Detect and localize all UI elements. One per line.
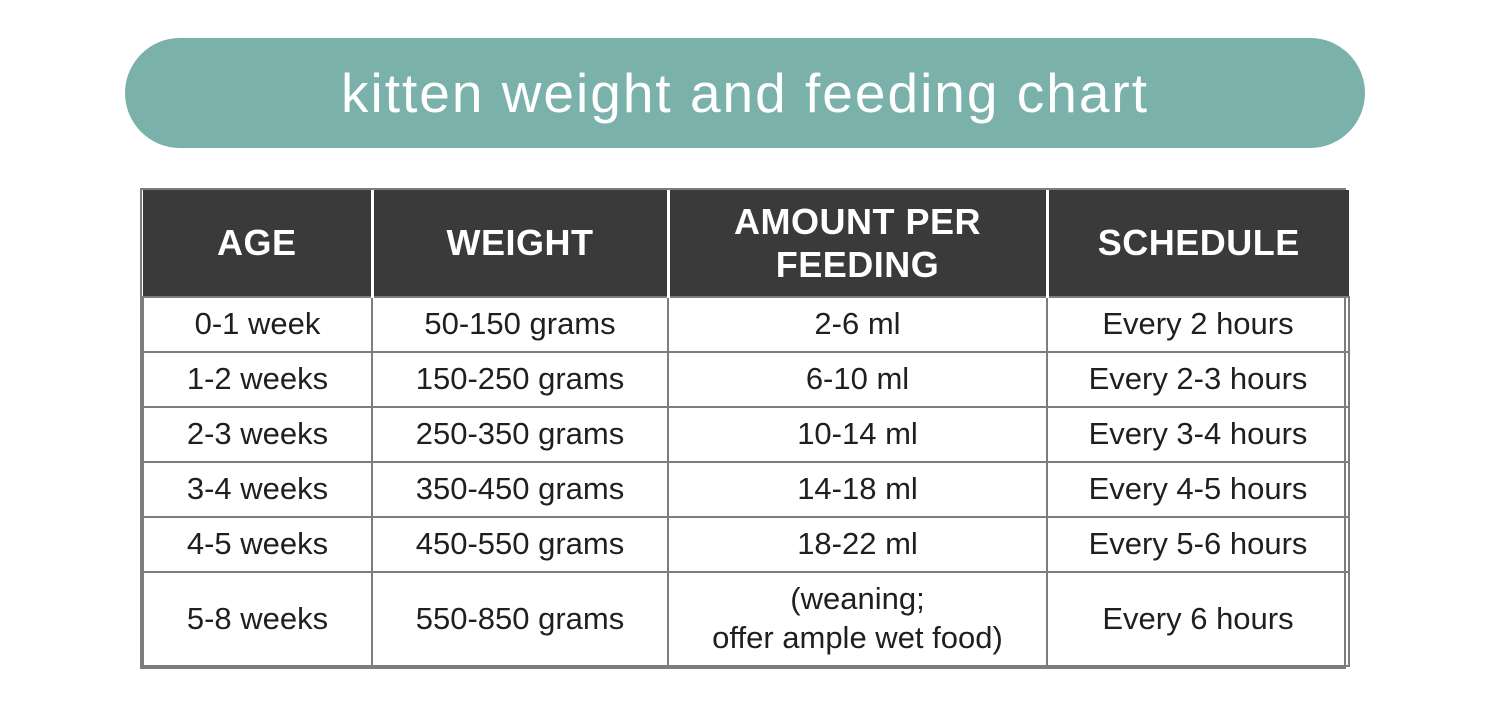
- header-cell-amount-per-feeding: AMOUNT PER FEEDING: [666, 190, 1047, 297]
- table-row: 4-5 weeks 450-550 grams 18-22 ml Every 5…: [142, 516, 1350, 573]
- cell-age: 2-3 weeks: [142, 406, 373, 463]
- cell-amount: 14-18 ml: [667, 461, 1048, 518]
- cell-schedule: Every 5-6 hours: [1046, 516, 1350, 573]
- title-pill: kitten weight and feeding chart: [125, 38, 1365, 148]
- cell-weight: 450-550 grams: [371, 516, 669, 573]
- cell-amount: 6-10 ml: [667, 351, 1048, 408]
- table-row: 5-8 weeks 550-850 grams (weaning; offer …: [142, 571, 1350, 667]
- page-title: kitten weight and feeding chart: [340, 62, 1150, 124]
- cell-amount: 2-6 ml: [667, 296, 1048, 353]
- cell-weight: 550-850 grams: [371, 571, 669, 667]
- table-row: 1-2 weeks 150-250 grams 6-10 ml Every 2-…: [142, 351, 1350, 408]
- cell-amount: 18-22 ml: [667, 516, 1048, 573]
- cell-weight: 250-350 grams: [371, 406, 669, 463]
- feeding-table: AGE WEIGHT AMOUNT PER FEEDING SCHEDULE 0…: [142, 190, 1350, 667]
- cell-schedule: Every 4-5 hours: [1046, 461, 1350, 518]
- cell-age: 5-8 weeks: [142, 571, 373, 667]
- table-row: 0-1 week 50-150 grams 2-6 ml Every 2 hou…: [142, 296, 1350, 353]
- header-cell-schedule: SCHEDULE: [1045, 190, 1349, 297]
- cell-age: 0-1 week: [142, 296, 373, 353]
- cell-schedule: Every 2-3 hours: [1046, 351, 1350, 408]
- header-cell-weight: WEIGHT: [370, 190, 668, 297]
- cell-schedule: Every 2 hours: [1046, 296, 1350, 353]
- table-row: 2-3 weeks 250-350 grams 10-14 ml Every 3…: [142, 406, 1350, 463]
- feeding-table-container: AGE WEIGHT AMOUNT PER FEEDING SCHEDULE 0…: [140, 188, 1350, 669]
- cell-age: 4-5 weeks: [142, 516, 373, 573]
- header-cell-age: AGE: [143, 190, 372, 297]
- cell-schedule: Every 6 hours: [1046, 571, 1350, 667]
- cell-amount: (weaning; offer ample wet food): [667, 571, 1048, 667]
- cell-amount: 10-14 ml: [667, 406, 1048, 463]
- cell-weight: 350-450 grams: [371, 461, 669, 518]
- cell-schedule: Every 3-4 hours: [1046, 406, 1350, 463]
- cell-weight: 50-150 grams: [371, 296, 669, 353]
- cell-weight: 150-250 grams: [371, 351, 669, 408]
- cell-age: 3-4 weeks: [142, 461, 373, 518]
- table-header-row: AGE WEIGHT AMOUNT PER FEEDING SCHEDULE: [143, 190, 1349, 297]
- table-row: 3-4 weeks 350-450 grams 14-18 ml Every 4…: [142, 461, 1350, 518]
- cell-age: 1-2 weeks: [142, 351, 373, 408]
